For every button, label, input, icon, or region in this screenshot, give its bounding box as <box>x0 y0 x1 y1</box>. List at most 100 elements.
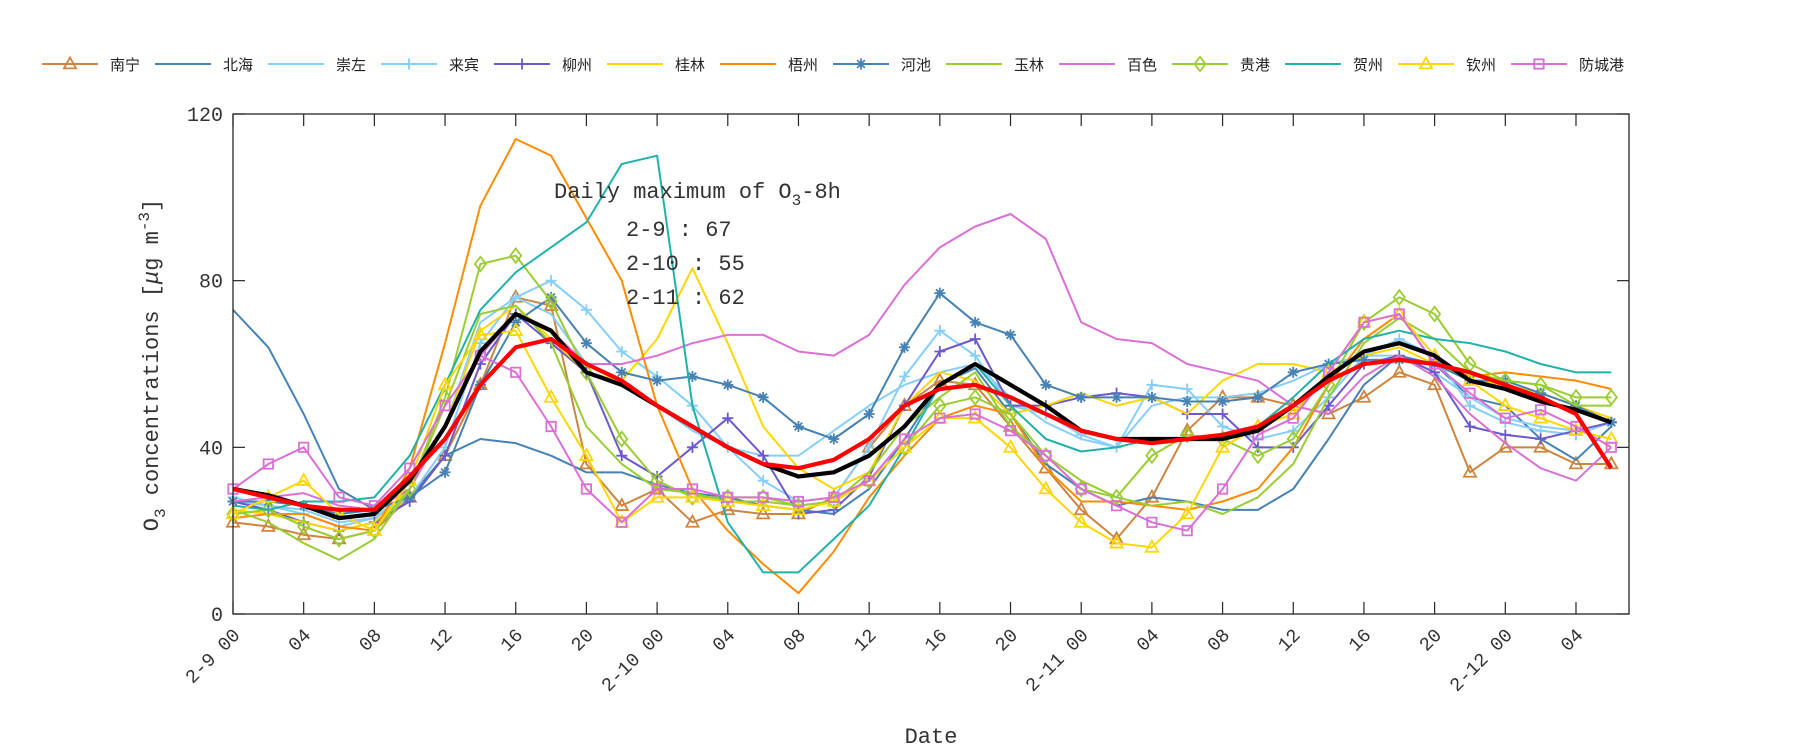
diamond-marker <box>261 501 275 519</box>
plus-marker <box>969 333 981 345</box>
asterisk-marker <box>1217 396 1229 407</box>
y-axis-label: O3 concentrations [μg m-3] <box>136 199 170 531</box>
legend-item: 钦州 <box>1398 55 1496 74</box>
legend-label: 玉林 <box>1014 56 1044 74</box>
square-marker <box>545 420 557 433</box>
asterisk-marker <box>580 337 592 349</box>
triangle-marker <box>896 438 913 453</box>
ylabel-part: μ <box>140 271 165 285</box>
square-marker <box>1004 425 1017 437</box>
legend-label: 南宁 <box>110 56 140 74</box>
asterisk-marker <box>1040 379 1052 391</box>
plus-marker <box>898 371 910 382</box>
triangle-marker <box>1356 388 1372 403</box>
plus-marker <box>757 475 769 487</box>
legend-item: 玉林 <box>946 56 1044 74</box>
x-tick-label: 04 <box>284 625 316 657</box>
square-marker <box>1499 412 1511 424</box>
legend-label: 崇左 <box>336 56 366 74</box>
legend-label: 贵港 <box>1240 56 1270 74</box>
triangle-marker <box>720 493 736 507</box>
asterisk-marker <box>1075 391 1087 403</box>
triangle-marker <box>790 501 807 516</box>
series-桂林 <box>232 267 1612 532</box>
diamond-marker <box>473 255 488 273</box>
annotation-title-part: -8h <box>801 180 841 205</box>
x-tick-label: 04 <box>708 625 740 657</box>
y-tick-label: 120 <box>187 105 223 128</box>
series-layer <box>225 138 1619 595</box>
x-tick-label: 20 <box>1415 625 1447 657</box>
triangle-marker <box>684 513 701 528</box>
diamond-marker <box>1427 305 1442 323</box>
square-marker <box>1040 450 1052 462</box>
y-tick-label: 80 <box>199 272 223 295</box>
asterisk-marker <box>439 466 451 478</box>
triangle-marker <box>684 488 701 503</box>
diamond-marker <box>1534 376 1548 394</box>
legend-label: 来宾 <box>449 56 479 74</box>
x-axis-label: Date <box>905 725 958 750</box>
square-marker <box>510 366 522 378</box>
diamond-marker <box>756 488 770 506</box>
diamond-marker <box>1392 288 1406 306</box>
triangle-marker <box>649 488 665 503</box>
triangle-marker <box>1427 376 1443 391</box>
asterisk-marker <box>792 421 804 432</box>
square-marker <box>1533 58 1545 70</box>
annotation-line: 2-9 : 67 <box>626 218 732 243</box>
x-tick-label: 16 <box>1344 625 1376 657</box>
series-line <box>232 254 1612 540</box>
plus-marker <box>580 304 592 316</box>
diamond-marker <box>1604 388 1618 406</box>
x-tick-label: 04 <box>1557 625 1589 657</box>
legend-item: 梧州 <box>720 56 818 74</box>
plus-marker <box>686 441 698 453</box>
series-贺州 <box>232 154 1612 574</box>
triangle-marker <box>1462 463 1478 478</box>
square-marker <box>616 516 628 528</box>
square-marker <box>757 491 769 503</box>
triangle-marker <box>967 409 983 424</box>
legend-item: 防城港 <box>1511 56 1624 74</box>
x-tick-label: 16 <box>496 625 528 657</box>
plus-marker <box>863 441 875 453</box>
diamond-marker <box>1180 426 1194 444</box>
diamond-marker <box>791 497 806 515</box>
plus-marker <box>516 58 528 70</box>
plus-marker <box>1146 379 1158 391</box>
triangle-marker <box>1144 488 1160 503</box>
x-tick-label: 2-12 00 <box>1446 625 1518 697</box>
daily-max-annotation: Daily maximum of O3-8h 2-9 : 67 2-10 : 55 2… <box>554 180 841 311</box>
x-tick-label: 12 <box>850 625 882 657</box>
asterisk-marker <box>757 391 769 403</box>
legend-label: 北海 <box>223 56 253 74</box>
asterisk-marker <box>1252 391 1264 403</box>
asterisk-marker <box>616 366 628 378</box>
x-tick-label: 12 <box>1274 625 1306 657</box>
asterisk-marker <box>855 58 867 70</box>
square-marker <box>722 491 734 503</box>
triangle-marker <box>1108 534 1125 549</box>
asterisk-marker <box>1005 329 1017 341</box>
triangle-marker <box>472 326 488 341</box>
legend-item: 河池 <box>833 56 931 74</box>
asterisk-marker <box>969 316 981 328</box>
series-line <box>232 154 1612 574</box>
diamond-marker <box>1286 430 1300 448</box>
annotation-line: 2-11 : 62 <box>626 286 745 311</box>
square-marker <box>1570 420 1582 433</box>
plus-marker <box>1464 421 1476 432</box>
diamond-marker <box>1251 447 1265 465</box>
diamond-marker <box>332 530 346 548</box>
legend: 南宁 北海 崇左 来宾 柳州 桂林 梧州 河池 玉林 百色 贵港 贺州 钦州 防城港 <box>42 55 1624 74</box>
square-marker <box>792 495 805 508</box>
plus-marker <box>403 58 415 70</box>
series-line <box>232 138 1612 595</box>
plus-marker <box>1499 429 1511 441</box>
legend-label: 贺州 <box>1353 56 1383 74</box>
asterisk-marker <box>686 371 698 382</box>
square-marker <box>1216 483 1229 495</box>
plus-marker <box>1217 408 1229 420</box>
